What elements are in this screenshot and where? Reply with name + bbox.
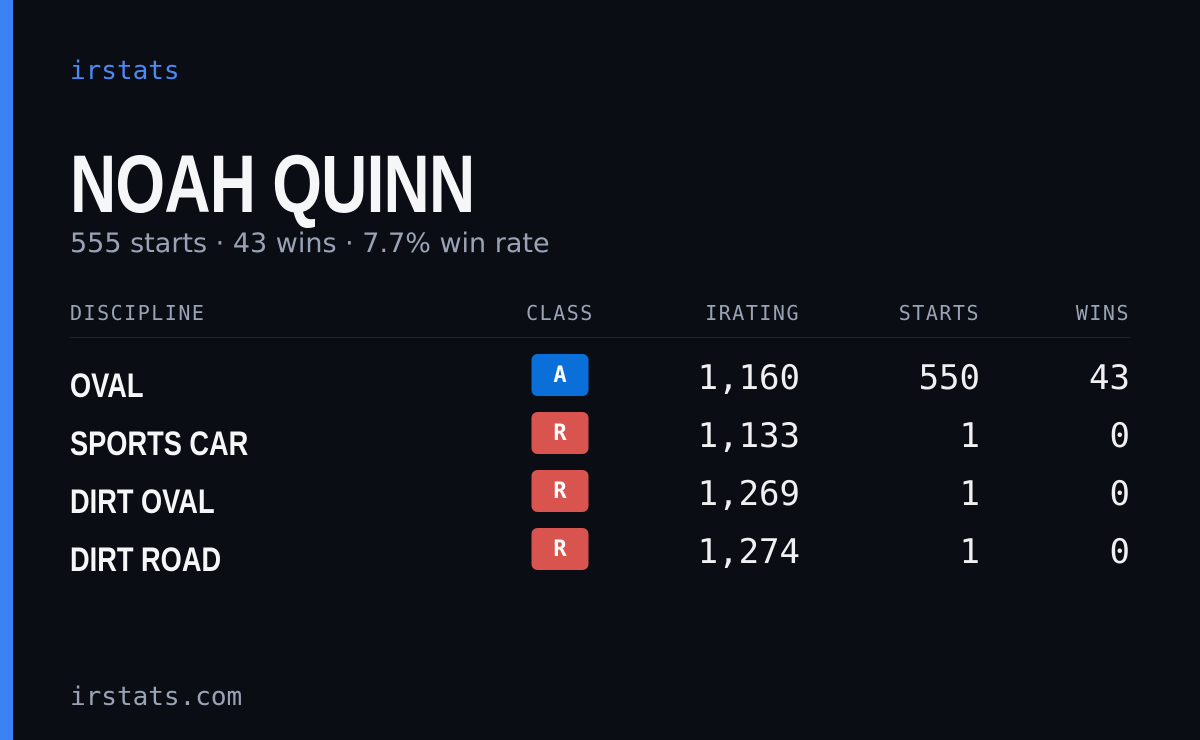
class-badge: R xyxy=(531,470,589,512)
irating: 1,269 xyxy=(697,474,800,514)
column-header: CLASS xyxy=(526,301,594,325)
starts: 1 xyxy=(959,474,980,514)
discipline: OVAL xyxy=(70,367,144,405)
discipline: DIRT ROAD xyxy=(70,541,222,579)
irating: 1,160 xyxy=(697,358,800,398)
class-badge: R xyxy=(531,528,589,570)
class-badge: R xyxy=(531,412,589,454)
column-header: DISCIPLINE xyxy=(70,301,206,325)
discipline: SPORTS CAR xyxy=(70,425,249,463)
wins: 0 xyxy=(1109,416,1130,456)
irating: 1,133 xyxy=(697,416,800,456)
discipline: DIRT OVAL xyxy=(70,483,215,521)
column-header: IRATING xyxy=(705,301,800,325)
divider xyxy=(70,337,1130,338)
wins: 0 xyxy=(1109,474,1130,514)
starts: 550 xyxy=(918,358,980,398)
wins: 43 xyxy=(1089,358,1130,398)
brand: irstats xyxy=(70,56,180,86)
irating: 1,274 xyxy=(697,532,800,572)
driver-name: NOAH QUINN xyxy=(70,139,475,230)
accent-bar xyxy=(0,0,13,740)
footer-site: irstats.com xyxy=(70,682,243,712)
class-badge: A xyxy=(531,354,589,396)
column-header: STARTS xyxy=(898,301,980,325)
column-header: WINS xyxy=(1075,301,1130,325)
starts: 1 xyxy=(959,416,980,456)
summary: 555 starts · 43 wins · 7.7% win rate xyxy=(70,228,550,259)
starts: 1 xyxy=(959,532,980,572)
wins: 0 xyxy=(1109,532,1130,572)
